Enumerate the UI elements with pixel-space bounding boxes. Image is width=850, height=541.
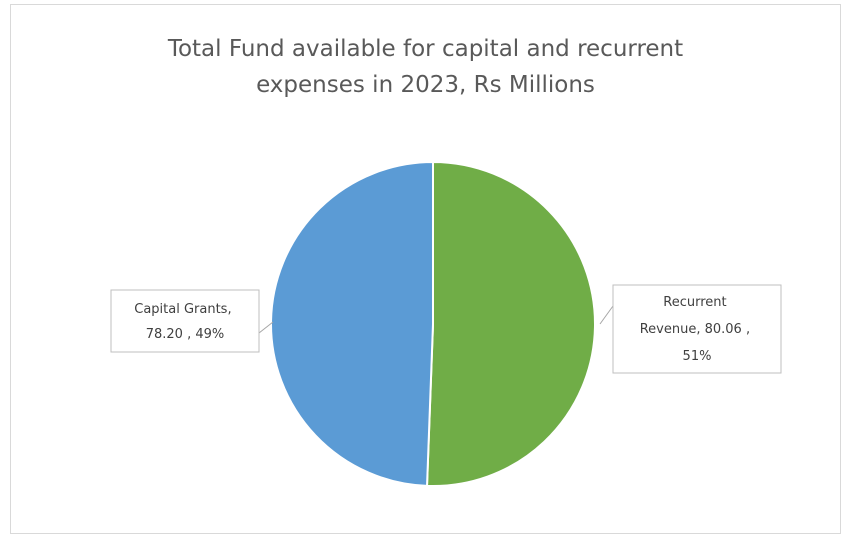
data-label-recurrent-revenue-line-1: Recurrent: [663, 295, 726, 310]
leader-line-recurrent-revenue: [599, 305, 614, 325]
leader-line-capital-grants: [258, 321, 274, 334]
chart-title-line-1: Total Fund available for capital and rec…: [167, 36, 684, 62]
pie-slice-recurrent-revenue: [425, 160, 596, 487]
data-label-capital-grants: Capital Grants, 78.20 , 49%: [110, 289, 274, 353]
data-label-box-recurrent-revenue: [612, 284, 782, 374]
data-label-capital-grants-line-1: Capital Grants,: [134, 302, 231, 317]
data-label-text-recurrent-revenue: Recurrent Revenue, 80.06 , 51%: [640, 295, 755, 364]
data-label-recurrent-revenue-line-3: 51%: [683, 349, 712, 364]
data-label-box-capital-grants: [110, 289, 260, 353]
data-label-text-capital-grants: Capital Grants, 78.20 , 49%: [134, 302, 235, 342]
data-label-recurrent-revenue-line-2: Revenue, 80.06 ,: [640, 322, 750, 337]
chart-title: Total Fund available for capital and rec…: [11, 31, 840, 103]
chart-title-line-2: expenses in 2023, Rs Millions: [256, 72, 595, 98]
data-label-recurrent-revenue: Recurrent Revenue, 80.06 , 51%: [599, 284, 782, 374]
data-label-capital-grants-line-2: 78.20 , 49%: [146, 327, 225, 342]
pie-slice-capital-grants: [270, 160, 434, 487]
